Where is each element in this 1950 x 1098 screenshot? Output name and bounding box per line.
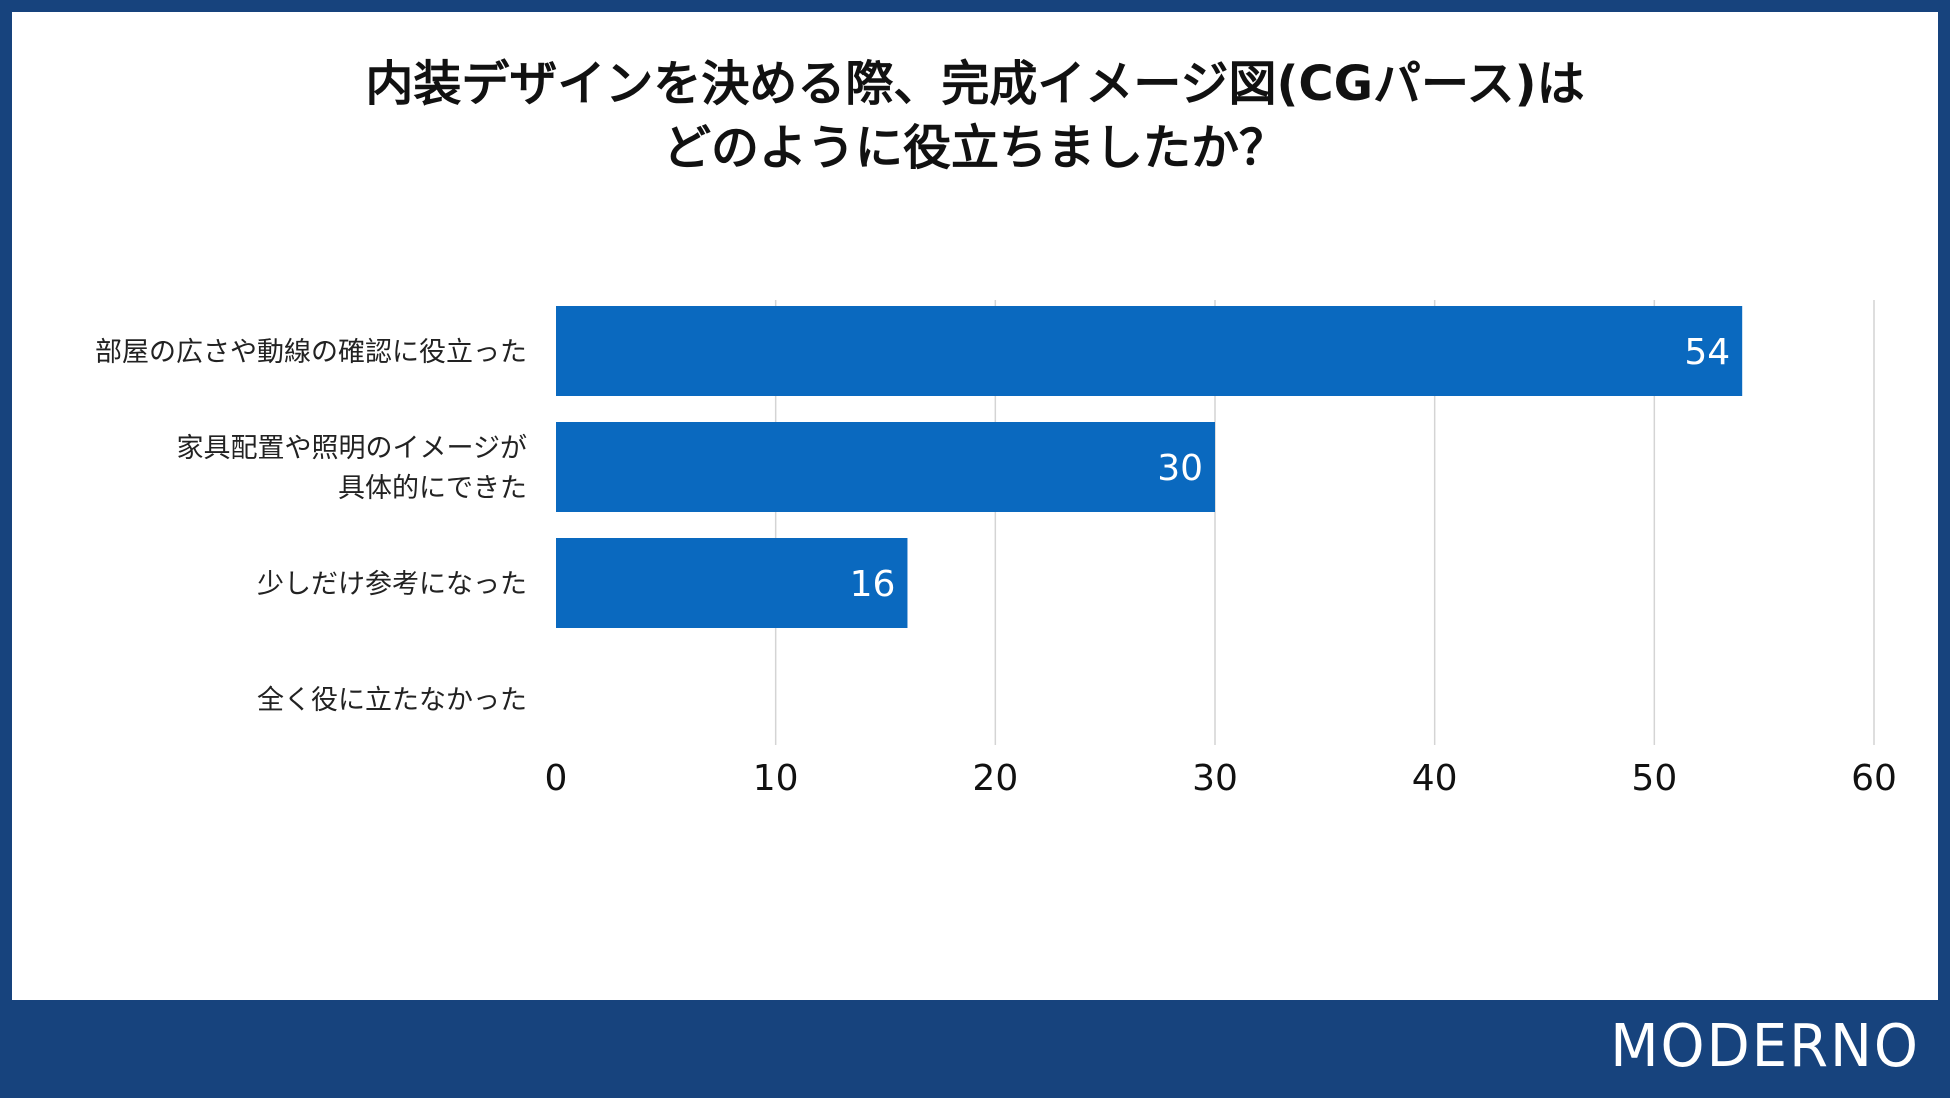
chart-title: 内装デザインを決める際、完成イメージ図(CGパース)は どのように役立ちましたか… bbox=[0, 52, 1950, 180]
title-line-2: どのように役立ちましたか？ bbox=[662, 120, 1287, 176]
x-tick-label: 20 bbox=[972, 758, 1018, 799]
x-tick-label: 0 bbox=[545, 758, 568, 799]
x-tick-label: 40 bbox=[1412, 758, 1458, 799]
data-label: 16 bbox=[850, 564, 896, 605]
x-tick-label: 10 bbox=[753, 758, 799, 799]
data-label: 30 bbox=[1157, 448, 1203, 489]
title-line-1: 内装デザインを決める際、完成イメージ図(CGパース)は bbox=[365, 56, 1585, 112]
bar bbox=[556, 538, 908, 628]
category-label: 具体的にできた bbox=[338, 473, 527, 504]
bar bbox=[556, 422, 1215, 512]
footer-bar: MODERNO bbox=[0, 1000, 1950, 1098]
category-label: 家具配置や照明のイメージが bbox=[177, 433, 527, 464]
bar-chart: 54 部屋の広さや動線の確認に役立った 30 家具配置や照明のイメージが具体的にできた… bbox=[95, 300, 1897, 799]
x-tick-label: 50 bbox=[1631, 758, 1677, 799]
bar bbox=[556, 306, 1743, 396]
x-tick-label: 30 bbox=[1192, 758, 1238, 799]
data-label: 54 bbox=[1684, 332, 1730, 373]
category-label: 全く役に立たなかった bbox=[257, 685, 527, 716]
category-label: 部屋の広さや動線の確認に役立った bbox=[95, 337, 527, 368]
brand-logo: MODERNO bbox=[1610, 1012, 1920, 1081]
x-tick-label: 60 bbox=[1851, 758, 1897, 799]
category-label: 少しだけ参考になった bbox=[257, 569, 527, 600]
